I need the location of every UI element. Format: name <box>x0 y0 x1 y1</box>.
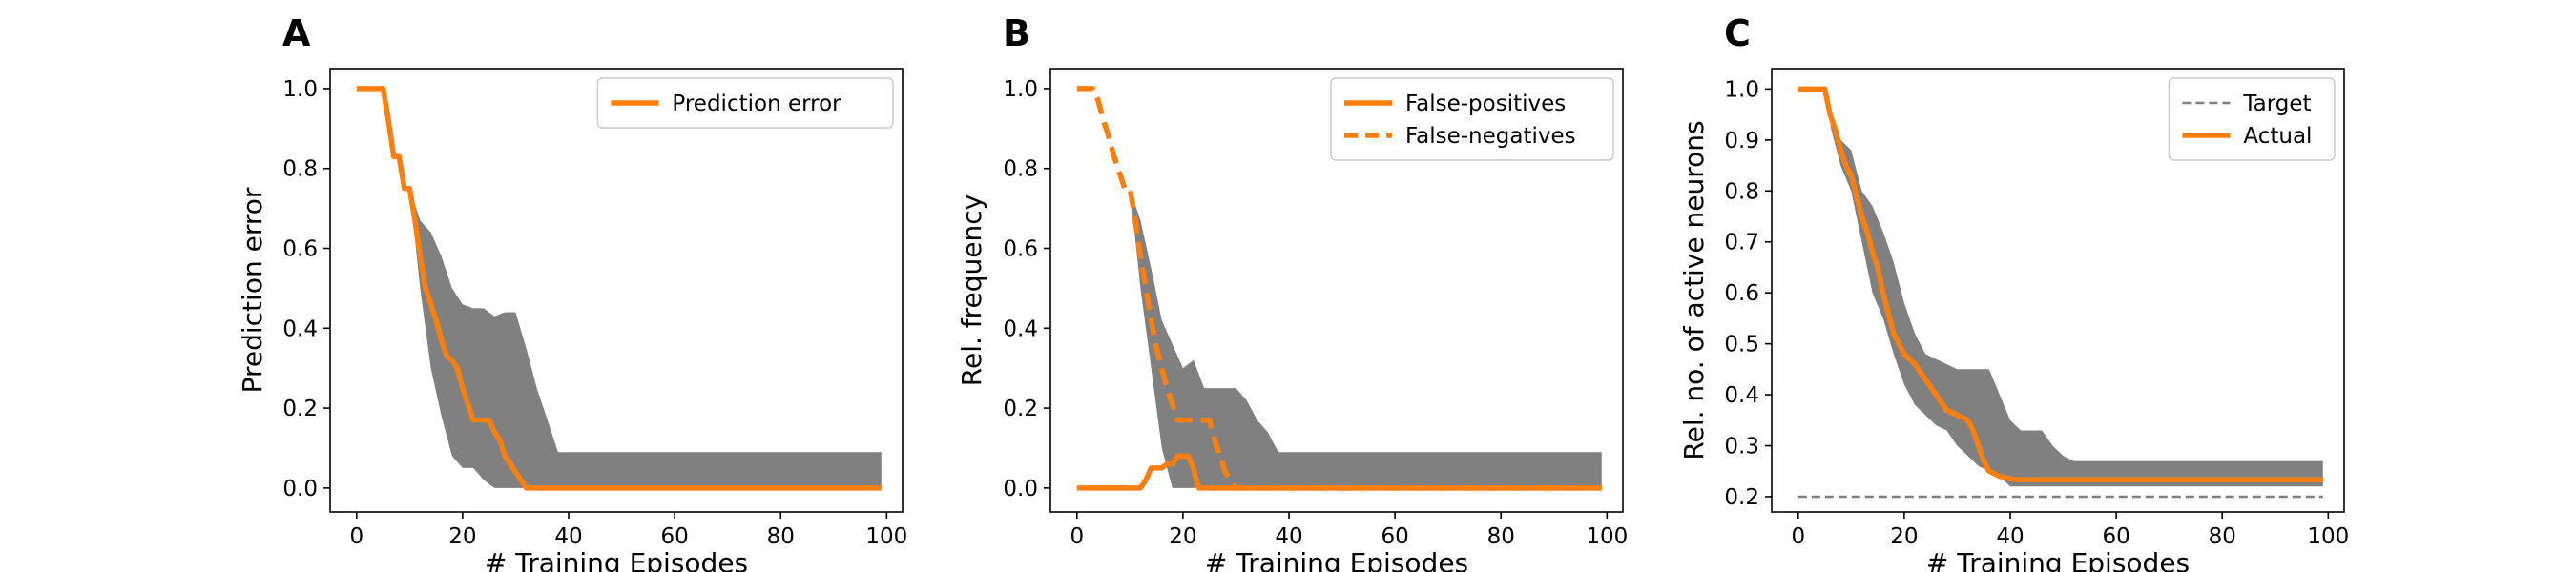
y-tick-label: 0.8 <box>1724 179 1759 204</box>
legend: Prediction error <box>596 77 894 129</box>
legend-box <box>2168 77 2336 161</box>
y-axis-label: Rel. no. of active neurons <box>1678 120 1710 460</box>
y-tick-label: 0.6 <box>1003 237 1038 262</box>
y-tick-label: 0.4 <box>1003 317 1038 341</box>
x-tick-label: 0 <box>1070 524 1084 549</box>
x-tick-label: 20 <box>1169 524 1196 549</box>
x-tick-label: 60 <box>1381 524 1408 549</box>
y-tick-label: 0.7 <box>1724 231 1759 255</box>
x-tick-label: 80 <box>2209 524 2236 549</box>
plot-area <box>1797 86 2323 499</box>
y-tick-label: 0.5 <box>1724 333 1759 358</box>
x-axis-label: # Training Episodes <box>1926 547 2190 572</box>
uncertainty-band <box>409 188 882 488</box>
legend-label: False-positives <box>1405 92 1566 116</box>
series-line-false-negatives <box>1076 86 1602 491</box>
y-tick-label: 0.8 <box>1003 157 1038 182</box>
x-tick-label: 80 <box>767 524 795 549</box>
y-tick-label: 1.0 <box>1724 77 1759 102</box>
panel-a: A 0 20 40 60 80 100 0.0 0.2 0.4 0.6 0.8 1.0 # Trainin… <box>237 12 907 572</box>
x-tick-label: 20 <box>448 524 476 549</box>
y-tick-label: 0.6 <box>1724 281 1759 306</box>
y-tick-label: 1.0 <box>282 77 318 102</box>
series-line-actual <box>1797 86 2323 483</box>
uncertainty-band <box>1819 109 2323 487</box>
panel-b: B 0 20 40 60 80 100 0.0 0.2 0.4 0.6 0.8 1.0 # Trainin… <box>956 12 1628 572</box>
legend-box <box>1330 77 1614 161</box>
x-tick-label: 100 <box>2307 524 2349 549</box>
x-tick-label: 40 <box>554 524 582 549</box>
y-tick-label: 0.8 <box>282 157 318 182</box>
x-axis-label: # Training Episodes <box>1205 547 1468 572</box>
y-axis-label: Rel. frequency <box>956 194 987 386</box>
x-tick-label: 100 <box>1586 524 1628 549</box>
legend-label: False-negatives <box>1405 124 1576 149</box>
uncertainty-band <box>1130 188 1602 488</box>
panel-letter: B <box>1003 12 1030 54</box>
legend-box <box>596 77 894 129</box>
y-tick-label: 0.2 <box>1724 485 1759 510</box>
axes-frame <box>1771 68 2345 513</box>
x-tick-label: 60 <box>2102 524 2129 549</box>
y-tick-label: 0.0 <box>1003 477 1038 501</box>
axes-frame <box>329 68 904 513</box>
y-tick-label: 1.0 <box>1003 77 1038 102</box>
y-tick-label: 0.2 <box>282 397 318 421</box>
legend-label: Actual <box>2243 124 2312 149</box>
x-tick-label: 100 <box>865 524 907 549</box>
series-line-prediction-error <box>356 86 882 491</box>
y-axis-label: Prediction error <box>237 187 268 393</box>
y-tick-label: 0.4 <box>282 317 318 341</box>
y-tick-label: 0.6 <box>282 237 318 262</box>
x-tick-label: 20 <box>1890 524 1918 549</box>
legend-label: Target <box>2242 92 2311 116</box>
panel-c: C 0 20 40 60 80 100 0.2 0.3 0.4 0.5 0.6 0.7 0.8 0.9 1.0… <box>1678 12 2349 572</box>
axes-frame <box>1049 68 1624 513</box>
legend: False-positives False-negatives <box>1330 77 1614 161</box>
y-tick-label: 0.3 <box>1724 435 1759 460</box>
y-tick-label: 0.2 <box>1003 397 1038 421</box>
x-tick-label: 40 <box>1275 524 1302 549</box>
x-tick-label: 40 <box>1996 524 2024 549</box>
plot-area <box>1076 86 1602 491</box>
plot-area <box>356 86 882 491</box>
x-tick-label: 80 <box>1487 524 1515 549</box>
legend: Target Actual <box>2168 77 2336 161</box>
x-tick-label: 0 <box>349 524 364 549</box>
panel-letter: A <box>282 12 311 54</box>
panel-letter: C <box>1724 12 1751 54</box>
legend-label: Prediction error <box>672 92 841 116</box>
y-tick-label: 0.9 <box>1724 129 1759 153</box>
x-axis-label: # Training Episodes <box>485 547 748 572</box>
x-tick-label: 60 <box>660 524 688 549</box>
y-tick-label: 0.4 <box>1724 383 1759 408</box>
x-tick-label: 0 <box>1791 524 1805 549</box>
y-tick-label: 0.0 <box>282 477 318 501</box>
